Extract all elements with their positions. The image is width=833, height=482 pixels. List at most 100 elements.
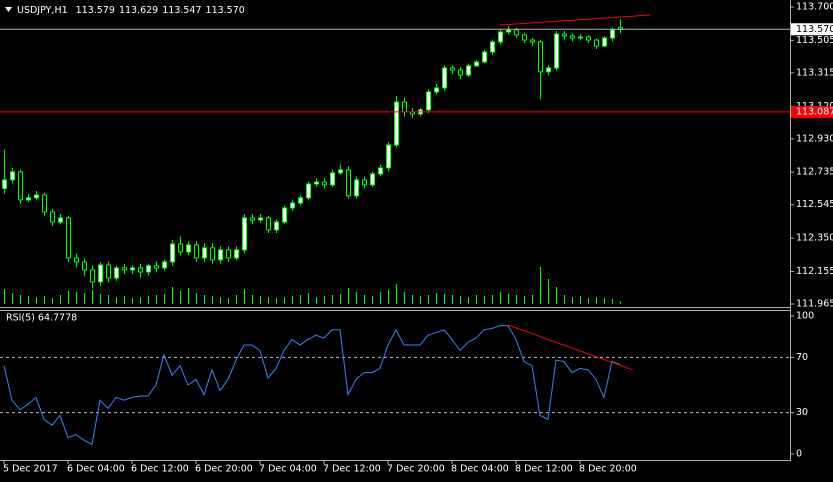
candle-body [594, 39, 599, 47]
symbol-title: USDJPY,H1 [17, 5, 68, 16]
candle-body [474, 61, 479, 67]
open-info: 113.579 [76, 5, 115, 16]
candle-body [554, 33, 559, 69]
candle-body [570, 35, 575, 39]
candle-body [402, 101, 407, 113]
candle-body [26, 197, 31, 201]
candle-body [130, 267, 135, 271]
x-tick-label: 5 Dec 2017 [3, 464, 58, 475]
candle-body [506, 29, 511, 33]
candle-body [290, 202, 295, 209]
candle-body [298, 197, 303, 204]
candle-body [138, 267, 143, 273]
y-tick-label: 0 [796, 449, 802, 460]
candle-body [34, 194, 39, 199]
candle-body [522, 34, 527, 41]
close-info: 113.570 [206, 5, 245, 16]
candle-body [10, 171, 15, 181]
candle-body [530, 39, 535, 43]
candle-body [274, 221, 279, 231]
candle-body [98, 264, 103, 283]
x-tick-label: 6 Dec 04:00 [67, 464, 125, 475]
candle-body [2, 179, 7, 189]
x-tick-label: 6 Dec 20:00 [195, 464, 253, 475]
candle-body [282, 207, 287, 223]
candle-body [154, 265, 159, 269]
candle-body [546, 67, 551, 73]
candle-body [250, 217, 255, 221]
candle-body [162, 261, 167, 269]
candle-body [266, 217, 271, 231]
rsi-line [3, 325, 621, 446]
candle-body [426, 91, 431, 111]
y-tick-label: 112.155 [796, 266, 833, 277]
candle-body [58, 217, 63, 223]
candle-body [370, 173, 375, 186]
candle-body [242, 217, 247, 251]
candle-body [314, 181, 319, 185]
candle-body [306, 183, 311, 199]
candle-body [362, 179, 367, 186]
candle-body [434, 87, 439, 93]
candle-body [146, 265, 151, 273]
candle-body [122, 267, 127, 271]
candle-body [450, 67, 455, 71]
candle-body [42, 194, 47, 213]
x-tick-label: 7 Dec 04:00 [259, 464, 317, 475]
candle-body [194, 244, 199, 259]
y-tick-label: 112.350 [796, 233, 833, 244]
candle-body [338, 169, 343, 174]
y-tick-label: 112.930 [796, 133, 833, 144]
low-info: 113.547 [162, 5, 201, 16]
x-tick-label: 8 Dec 20:00 [579, 464, 637, 475]
candle-body [394, 101, 399, 146]
x-tick-label: 8 Dec 12:00 [515, 464, 573, 475]
candle-body [226, 249, 231, 259]
y-tick-label: 111.965 [796, 299, 833, 310]
x-tick-label: 6 Dec 12:00 [131, 464, 189, 475]
candle-body [466, 65, 471, 76]
y-tick-label: 70 [796, 352, 808, 363]
candle-body [562, 33, 567, 37]
trend-line [499, 14, 651, 26]
last-price-label: 113.570 [796, 24, 833, 35]
y-tick-label: 112.545 [796, 199, 833, 210]
candle-body [330, 172, 335, 186]
candle-body [346, 169, 351, 197]
candle-body [602, 37, 607, 47]
candle-body [50, 211, 55, 223]
trend-line [507, 324, 633, 371]
candle-body [578, 36, 583, 39]
candle-body [490, 41, 495, 53]
y-tick-label: 113.315 [796, 67, 833, 78]
candle-body [170, 243, 175, 263]
x-tick-label: 8 Dec 04:00 [451, 464, 509, 475]
x-tick-label: 7 Dec 20:00 [387, 464, 445, 475]
candle-body [66, 217, 71, 259]
candle-body [202, 247, 207, 259]
candle-body [210, 247, 215, 261]
price-label-box [791, 105, 833, 118]
candle-body [442, 67, 447, 89]
candle-body [386, 144, 391, 169]
menu-arrow[interactable] [5, 7, 12, 12]
candle-body [458, 69, 463, 76]
candle-body [378, 167, 383, 175]
candle-body [322, 181, 327, 186]
y-tick-label: 113.700 [796, 2, 833, 13]
y-tick-label: 30 [796, 407, 808, 418]
candle-body [610, 29, 615, 39]
candle-body [218, 249, 223, 261]
y-tick-label: 113.505 [796, 35, 833, 46]
candle-body [106, 264, 111, 279]
candle-body [234, 249, 239, 259]
candle-body [90, 269, 95, 283]
candle-body [498, 31, 503, 43]
y-tick-label: 112.735 [796, 167, 833, 178]
candle-body [74, 257, 79, 263]
high-info: 113.629 [119, 5, 158, 16]
candle-body [538, 41, 543, 73]
